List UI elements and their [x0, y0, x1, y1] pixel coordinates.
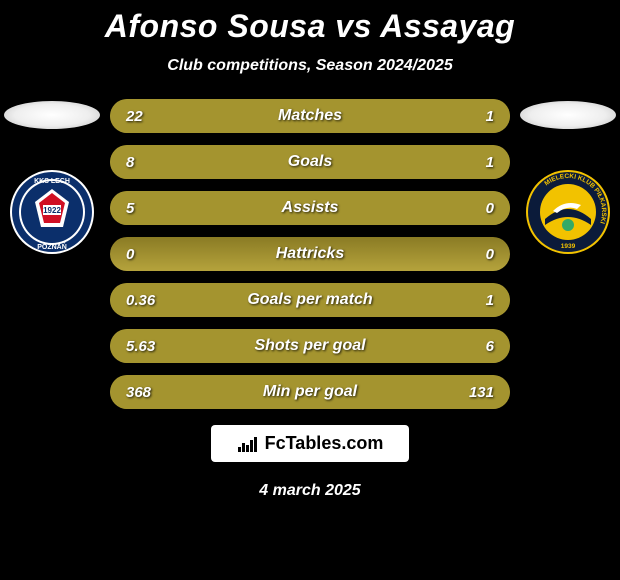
stat-value-left: 0.36 — [110, 292, 170, 309]
stat-value-right: 0 — [450, 246, 510, 263]
fctables-logo-icon — [237, 435, 259, 453]
stat-value-left: 5.63 — [110, 338, 170, 355]
stat-label: Goals per match — [170, 291, 450, 309]
stat-label: Assists — [170, 199, 450, 217]
page-title: Afonso Sousa vs Assayag — [105, 8, 515, 45]
stat-row: 5.63Shots per goal6 — [110, 329, 510, 363]
stat-value-right: 131 — [450, 384, 510, 401]
stat-label: Shots per goal — [170, 337, 450, 355]
footer-date: 4 march 2025 — [259, 482, 360, 500]
stat-row: 368Min per goal131 — [110, 375, 510, 409]
stat-row: 0.36Goals per match1 — [110, 283, 510, 317]
left-player-photo-placeholder — [4, 101, 100, 129]
left-badge-bottom-text: POZNAŃ — [37, 242, 67, 251]
watermark-text: FcTables.com — [265, 433, 384, 454]
page-subtitle: Club competitions, Season 2024/2025 — [167, 57, 452, 75]
stat-value-right: 1 — [450, 292, 510, 309]
stat-label: Min per goal — [170, 383, 450, 401]
stat-row: 8Goals1 — [110, 145, 510, 179]
left-badge-year: 1922 — [43, 206, 61, 215]
left-badge-top-text: KKS LECH — [34, 178, 70, 185]
stat-value-left: 368 — [110, 384, 170, 401]
stat-value-right: 1 — [450, 154, 510, 171]
stat-label: Goals — [170, 153, 450, 171]
stat-value-right: 1 — [450, 108, 510, 125]
stats-column: 22Matches18Goals15Assists00Hattricks00.3… — [110, 99, 510, 409]
main-area: 1922 KKS LECH POZNAŃ 22Matches18Goals15A… — [0, 99, 620, 409]
watermark: FcTables.com — [211, 425, 410, 462]
stat-row: 5Assists0 — [110, 191, 510, 225]
stat-value-left: 8 — [110, 154, 170, 171]
left-club-badge: 1922 KKS LECH POZNAŃ — [9, 169, 95, 255]
right-badge-year: 1939 — [561, 243, 576, 250]
stat-row: 22Matches1 — [110, 99, 510, 133]
stat-label: Hattricks — [170, 245, 450, 263]
root: Afonso Sousa vs Assayag Club competition… — [0, 0, 620, 580]
stal-mielec-badge-icon: MIELECKI KLUB PIŁKARSKI 1939 — [525, 169, 611, 255]
right-player-col: MIELECKI KLUB PIŁKARSKI 1939 — [518, 99, 618, 255]
lech-poznan-badge-icon: 1922 KKS LECH POZNAŃ — [9, 169, 95, 255]
stat-value-right: 0 — [450, 200, 510, 217]
stat-label: Matches — [170, 107, 450, 125]
stat-row: 0Hattricks0 — [110, 237, 510, 271]
stat-value-right: 6 — [450, 338, 510, 355]
stat-value-left: 22 — [110, 108, 170, 125]
stat-value-left: 5 — [110, 200, 170, 217]
left-player-col: 1922 KKS LECH POZNAŃ — [2, 99, 102, 255]
right-club-badge: MIELECKI KLUB PIŁKARSKI 1939 — [525, 169, 611, 255]
right-player-photo-placeholder — [520, 101, 616, 129]
stat-value-left: 0 — [110, 246, 170, 263]
